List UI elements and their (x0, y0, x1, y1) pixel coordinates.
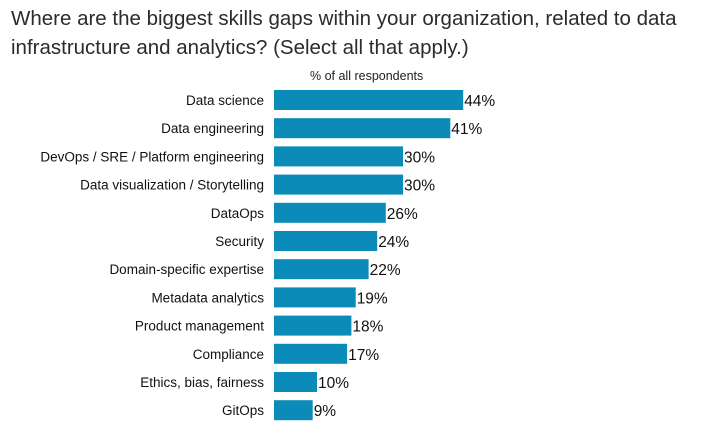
category-label: Compliance (193, 347, 264, 362)
bar (274, 174, 403, 195)
data-label: 30% (404, 178, 435, 195)
data-label: 17% (348, 347, 379, 364)
bar (274, 372, 317, 392)
category-label: DataOps (211, 206, 265, 221)
data-label: 10% (318, 375, 349, 392)
bar (274, 231, 378, 251)
data-label: 22% (370, 262, 401, 279)
bar (274, 259, 369, 280)
category-label: DevOps / SRE / Platform engineering (40, 149, 264, 164)
category-label: GitOps (222, 403, 264, 418)
bar (274, 315, 352, 336)
data-label: 9% (314, 403, 337, 420)
category-label: Ethics, bias, fairness (140, 375, 264, 390)
data-label: 41% (451, 121, 482, 138)
category-label: Data science (186, 93, 264, 108)
data-label: 24% (378, 234, 409, 251)
data-label: 19% (357, 290, 388, 307)
data-label: 30% (404, 149, 435, 166)
bar (274, 202, 386, 223)
bar (274, 287, 356, 308)
data-label: 18% (352, 319, 383, 336)
bar (274, 400, 313, 421)
bar (274, 146, 403, 167)
bar (274, 90, 464, 110)
category-label: Security (215, 234, 264, 249)
chart-title: Where are the biggest skills gaps within… (11, 7, 677, 59)
category-label: Data visualization / Storytelling (80, 178, 264, 193)
bar (274, 343, 348, 364)
category-label: Domain-specific expertise (109, 262, 264, 277)
category-label: Data engineering (161, 121, 264, 136)
data-label: 44% (464, 93, 495, 110)
bar (274, 118, 451, 139)
category-label: Product management (135, 319, 264, 334)
category-label: Metadata analytics (151, 290, 264, 305)
data-label: 26% (387, 206, 418, 223)
chart-subtitle: % of all respondents (310, 69, 424, 83)
